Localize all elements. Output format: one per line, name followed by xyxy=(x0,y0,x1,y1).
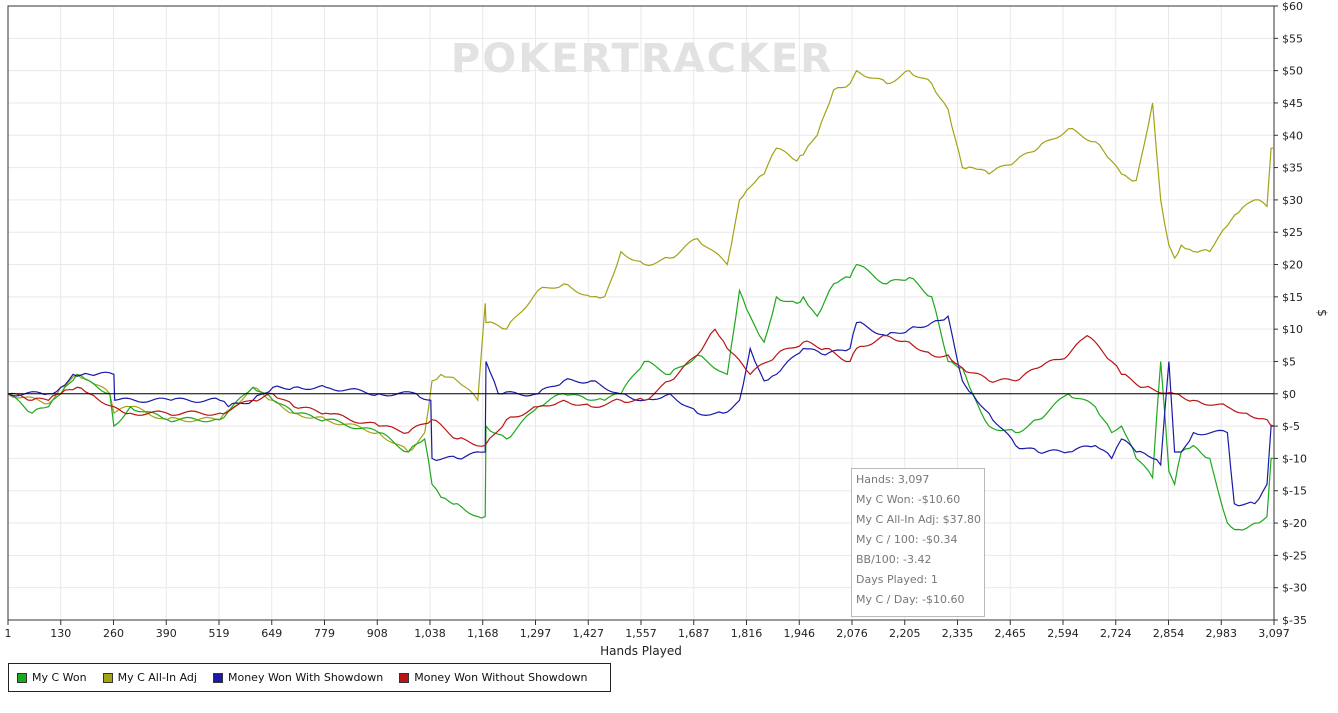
tooltip-hands: Hands: 3,097 xyxy=(856,473,930,486)
legend-label: Money Won With Showdown xyxy=(227,671,384,684)
x-tick-label: 519 xyxy=(209,627,230,640)
y-tick-label: $10 xyxy=(1282,323,1303,336)
legend-item-with-showdown[interactable]: Money Won With Showdown xyxy=(212,671,384,684)
y-tick-label: $25 xyxy=(1282,226,1303,239)
y-tick-label: $5 xyxy=(1282,355,1296,368)
y-tick-label: $45 xyxy=(1282,97,1303,110)
y-axis-ticks: $60 $55 $50 $45 $40 $35 $30 $25 $20 $15 $10 $5 $0 $-5… xyxy=(1274,0,1307,627)
x-tick-label: 2,335 xyxy=(942,627,974,640)
x-tick-label: 1 xyxy=(5,627,12,640)
legend-item-my-c-won[interactable]: My C Won xyxy=(17,671,87,684)
x-tick-label: 1,038 xyxy=(414,627,446,640)
x-tick-label: 2,724 xyxy=(1100,627,1132,640)
x-tick-label: 1,687 xyxy=(678,627,710,640)
legend-swatch xyxy=(102,672,113,683)
y-tick-label: $55 xyxy=(1282,32,1303,45)
x-tick-label: 1,297 xyxy=(520,627,552,640)
chart-gridlines xyxy=(7,5,1275,621)
chart-legend: My C Won My C All-In Adj Money Won With … xyxy=(8,663,611,692)
x-tick-label: 2,594 xyxy=(1047,627,1079,640)
y-tick-label: $40 xyxy=(1282,129,1303,142)
y-tick-label: $-20 xyxy=(1282,517,1307,530)
x-axis-title: Hands Played xyxy=(600,644,682,658)
x-tick-label: 2,205 xyxy=(889,627,921,640)
tooltip-allin-adj: My C All-In Adj: $37.80 xyxy=(856,513,982,526)
legend-item-all-in-adj[interactable]: My C All-In Adj xyxy=(102,671,197,684)
tooltip-days-played: Days Played: 1 xyxy=(856,573,938,586)
x-tick-label: 2,076 xyxy=(836,627,868,640)
y-tick-label: $60 xyxy=(1282,0,1303,13)
hover-tooltip: Hands: 3,097 My C Won: -$10.60 My C All-… xyxy=(851,468,985,617)
series-line-my-c-won xyxy=(7,263,1274,531)
y-tick-label: $-5 xyxy=(1282,420,1300,433)
legend-label: Money Won Without Showdown xyxy=(414,671,588,684)
legend-label: My C All-In Adj xyxy=(117,671,197,684)
series-line-money-won-without-showdown xyxy=(7,328,1275,447)
y-tick-label: $-35 xyxy=(1282,614,1307,627)
x-tick-label: 649 xyxy=(261,627,282,640)
x-tick-label: 1,557 xyxy=(625,627,657,640)
x-tick-label: 2,465 xyxy=(995,627,1027,640)
x-tick-label: 2,983 xyxy=(1206,627,1238,640)
legend-swatch xyxy=(212,672,223,683)
y-tick-label: $-30 xyxy=(1282,582,1307,595)
legend-item-without-showdown[interactable]: Money Won Without Showdown xyxy=(399,671,587,684)
y-tick-label: $20 xyxy=(1282,259,1303,272)
x-axis-ticks: 1 130 260 390 519 649 779 908 1,038 1,168 1,297 1,4… xyxy=(5,620,1290,640)
legend-swatch xyxy=(399,672,410,683)
series-layer xyxy=(7,69,1275,531)
x-tick-label: 1,168 xyxy=(467,627,499,640)
tooltip-per-day: My C / Day: -$10.60 xyxy=(856,593,965,606)
tooltip-bb-100: BB/100: -3.42 xyxy=(856,553,932,566)
x-tick-label: 260 xyxy=(103,627,124,640)
x-tick-label: 1,946 xyxy=(784,627,816,640)
y-tick-label: $-15 xyxy=(1282,485,1307,498)
x-tick-label: 779 xyxy=(314,627,335,640)
x-tick-label: 3,097 xyxy=(1258,627,1290,640)
legend-swatch xyxy=(17,672,27,683)
legend-label: My C Won xyxy=(32,671,87,684)
y-tick-label: $30 xyxy=(1282,194,1303,207)
y-axis-title: $ xyxy=(1315,309,1329,317)
x-tick-label: 2,854 xyxy=(1153,627,1185,640)
x-tick-label: 908 xyxy=(367,627,388,640)
tooltip-per-100: My C / 100: -$0.34 xyxy=(856,533,958,546)
x-tick-label: 390 xyxy=(156,627,177,640)
tooltip-won: My C Won: -$10.60 xyxy=(856,493,961,506)
series-line-my-c-all-in-adj xyxy=(7,69,1274,453)
y-tick-label: $15 xyxy=(1282,291,1303,304)
y-tick-label: $-25 xyxy=(1282,549,1307,562)
x-tick-label: 1,427 xyxy=(573,627,605,640)
y-tick-label: $-10 xyxy=(1282,452,1307,465)
y-tick-label: $50 xyxy=(1282,65,1303,78)
poker-tracker-watermark: POKERTRACKER xyxy=(451,36,833,82)
x-tick-label: 1,816 xyxy=(731,627,763,640)
y-tick-label: $35 xyxy=(1282,162,1303,175)
y-tick-label: $0 xyxy=(1282,388,1296,401)
x-tick-label: 130 xyxy=(50,627,71,640)
